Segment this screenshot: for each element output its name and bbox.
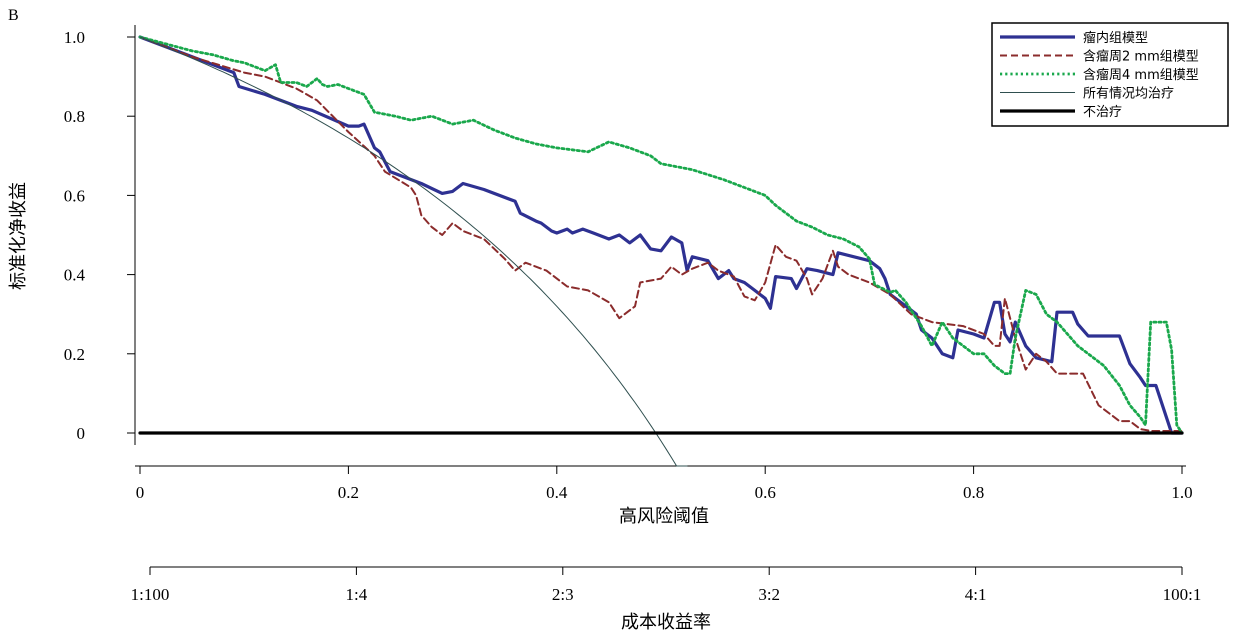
y-tick-label: 0.4 xyxy=(64,266,86,285)
series-line-1 xyxy=(139,36,1183,432)
secondary-tick-label: 1:4 xyxy=(346,585,368,604)
x-axis-ticks: 0 0.2 0.4 0.6 0.8 1.0 xyxy=(136,466,1193,502)
x-tick-label: 0.6 xyxy=(755,483,776,502)
y-axis-ticks: 0 0.2 0.4 0.6 0.8 1.0 xyxy=(64,28,135,443)
y-axis-title: 标准化净收益 xyxy=(8,182,29,290)
x-tick-label: 1.0 xyxy=(1171,483,1192,502)
y-tick-label: 0 xyxy=(77,424,86,443)
legend-label: 所有情况均治疗 xyxy=(1083,87,1174,102)
secondary-tick-label: 2:3 xyxy=(552,585,574,604)
secondary-tick-label: 3:2 xyxy=(758,585,780,604)
secondary-axis-ticks: 1:100 1:4 2:3 3:2 4:1 100:1 xyxy=(131,567,1202,604)
y-tick-label: 0.2 xyxy=(64,345,85,364)
x-tick-label: 0.8 xyxy=(963,483,984,502)
legend-label: 含瘤周4 mm组模型 xyxy=(1083,67,1199,83)
series-layer xyxy=(138,35,1184,467)
legend-label: 含瘤周2 mm组模型 xyxy=(1083,49,1199,65)
x-tick-label: 0 xyxy=(136,483,145,502)
y-tick-label: 1.0 xyxy=(64,28,85,47)
secondary-tick-label: 1:100 xyxy=(131,585,170,604)
series-line-0 xyxy=(138,35,1184,435)
series-line-3 xyxy=(139,36,688,467)
x-tick-label: 0.4 xyxy=(546,483,568,502)
x-tick-label: 0.2 xyxy=(338,483,359,502)
y-tick-label: 0.6 xyxy=(64,186,85,205)
legend-label: 不治疗 xyxy=(1083,105,1122,120)
secondary-axis-title: 成本收益率 xyxy=(621,612,711,633)
panel-label: B xyxy=(8,7,19,24)
series-line-2 xyxy=(138,35,1184,435)
legend-label: 瘤内组模型 xyxy=(1083,30,1148,46)
x-axis-title: 高风险阈值 xyxy=(619,506,709,527)
secondary-tick-label: 100:1 xyxy=(1163,585,1202,604)
y-tick-label: 0.8 xyxy=(64,107,85,126)
secondary-tick-label: 4:1 xyxy=(965,585,987,604)
